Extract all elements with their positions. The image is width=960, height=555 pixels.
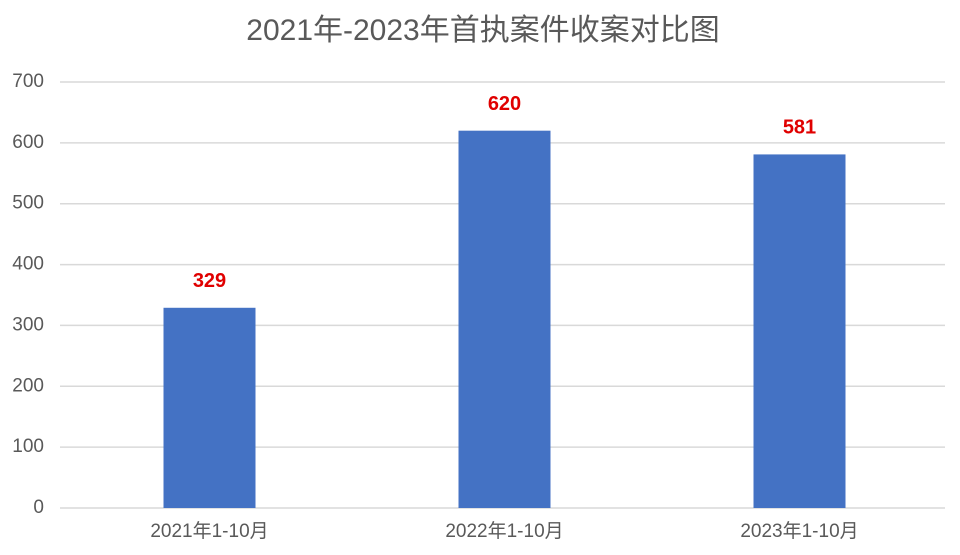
data-label: 620 [488,93,521,115]
data-label: 581 [783,117,816,139]
y-tick-label: 600 [12,132,44,153]
y-tick-label: 0 [33,497,44,518]
y-tick-label: 100 [12,436,44,457]
y-tick-label: 500 [12,193,44,214]
y-tick-label: 400 [12,254,44,275]
x-tick-label: 2022年1-10月 [445,520,563,542]
x-tick-label: 2021年1-10月 [150,520,268,542]
bar [163,307,256,508]
x-tick-label: 2023年1-10月 [740,520,858,542]
bar [458,130,551,508]
y-tick-label: 200 [12,375,44,396]
chart-title: 2021年-2023年首执案件收案对比图 [246,14,719,47]
y-tick-label: 700 [12,71,44,92]
bar [753,154,846,509]
y-tick-label: 300 [12,314,44,335]
data-label: 329 [193,270,226,292]
